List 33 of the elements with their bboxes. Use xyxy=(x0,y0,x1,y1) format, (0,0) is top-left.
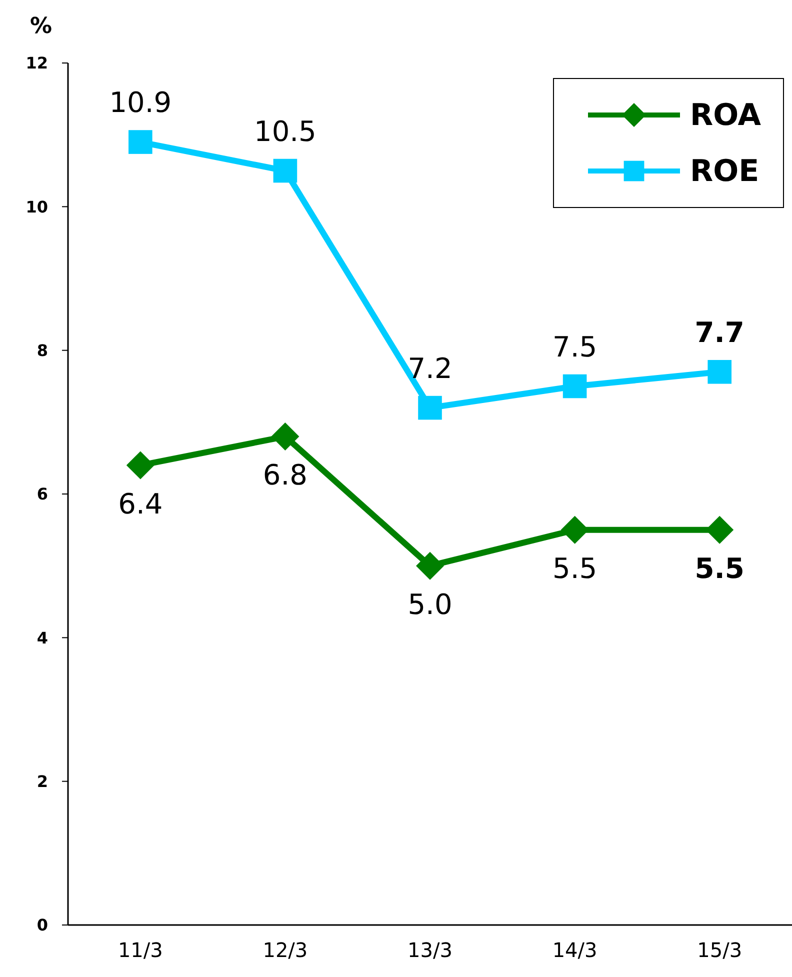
point xyxy=(271,422,300,451)
legend-label: ROA xyxy=(690,98,761,132)
point xyxy=(562,374,587,398)
point xyxy=(418,396,442,420)
x-tick-label: 11/3 xyxy=(118,938,163,962)
point xyxy=(128,130,152,154)
legend-label: ROE xyxy=(690,154,760,188)
x-tick-label: 12/3 xyxy=(262,938,308,962)
data-label: 10.5 xyxy=(254,114,316,148)
y-tick-label: 8 xyxy=(36,341,48,360)
point xyxy=(416,552,444,580)
data-label: 6.4 xyxy=(118,487,163,520)
data-label: 5.5 xyxy=(552,552,598,585)
y-tick-label: 6 xyxy=(36,484,48,504)
data-label: 7.2 xyxy=(408,352,452,385)
y-tick-label: 0 xyxy=(36,916,48,935)
point xyxy=(273,158,298,183)
data-label: 7.5 xyxy=(552,330,598,364)
y-tick-label: 2 xyxy=(36,772,48,792)
y-tick-label: 12 xyxy=(26,54,48,73)
data-label: 7.7 xyxy=(694,316,744,349)
y-tick-label: 10 xyxy=(26,197,48,216)
data-label: 5.0 xyxy=(408,588,452,621)
x-tick-label: 15/3 xyxy=(697,938,742,962)
point xyxy=(708,360,732,384)
y-axis-title: % xyxy=(30,14,52,39)
data-label: 10.9 xyxy=(109,86,172,120)
data-label: 5.5 xyxy=(694,552,744,585)
x-tick-label: 13/3 xyxy=(408,938,452,962)
x-tick-label: 14/3 xyxy=(552,938,598,962)
point xyxy=(126,451,154,480)
y-tick-label: 4 xyxy=(36,628,48,648)
data-label: 6.8 xyxy=(262,458,308,492)
